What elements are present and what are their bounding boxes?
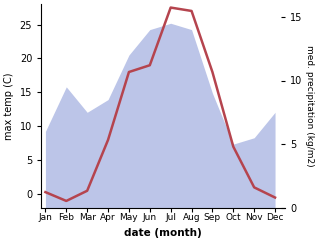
Y-axis label: max temp (C): max temp (C) (4, 72, 14, 140)
Y-axis label: med. precipitation (kg/m2): med. precipitation (kg/m2) (305, 45, 314, 167)
X-axis label: date (month): date (month) (124, 228, 202, 238)
